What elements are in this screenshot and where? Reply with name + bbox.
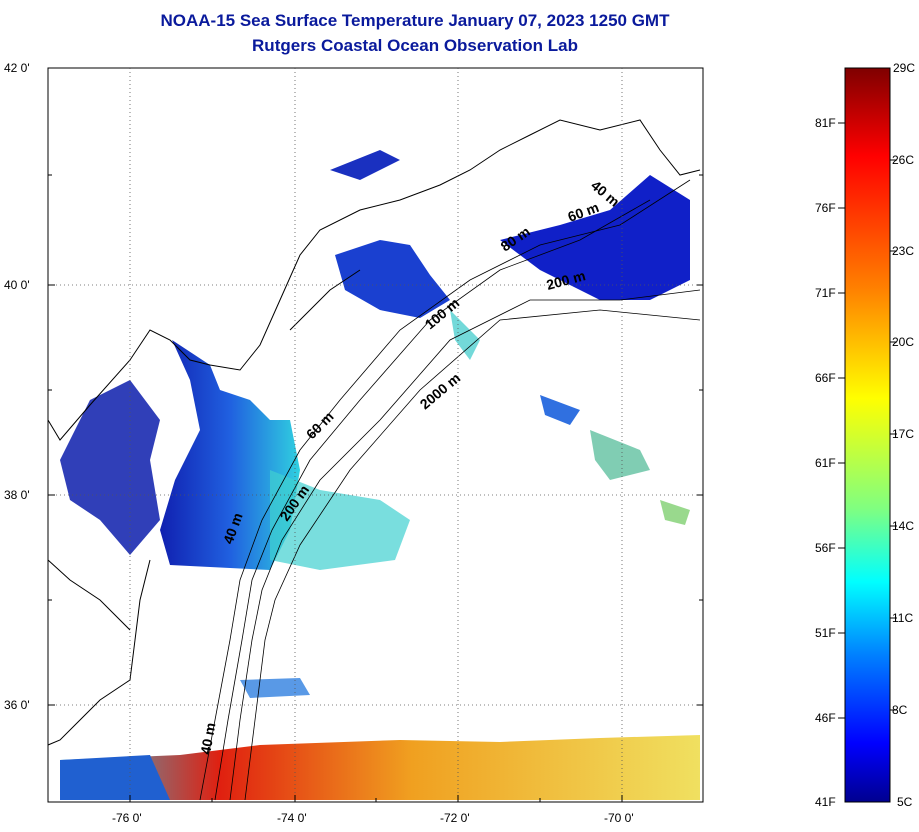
map-title: NOAA-15 Sea Surface Temperature January … (160, 11, 670, 30)
axis-ticks (48, 67, 703, 802)
map-subtitle: Rutgers Coastal Ocean Observation Lab (252, 36, 578, 55)
lat-label: 38 0' (4, 488, 30, 502)
lat-label: 36 0' (4, 698, 30, 712)
lon-label: -76 0' (112, 811, 142, 825)
lon-label: -74 0' (277, 811, 307, 825)
depth-label: 40 m (197, 721, 218, 755)
coastline (47, 119, 701, 746)
lon-label: -72 0' (440, 811, 470, 825)
lat-label: 40 0' (4, 278, 30, 292)
lat-label: 42 0' (4, 61, 30, 75)
sst-data-layer (60, 150, 700, 800)
depth-contours (199, 179, 701, 801)
lon-label: -70 0' (604, 811, 634, 825)
